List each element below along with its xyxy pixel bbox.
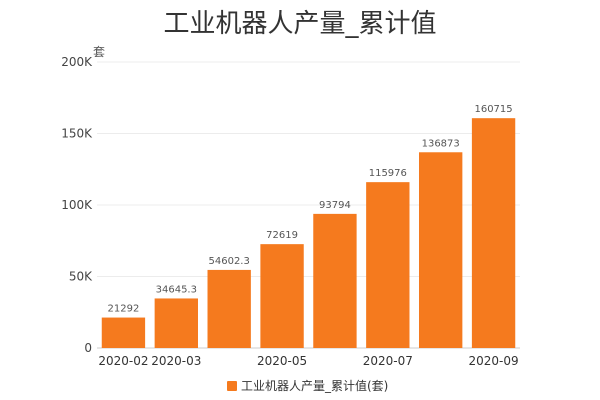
y-tick-label: 100K xyxy=(61,198,93,212)
bars xyxy=(101,118,516,348)
bar[interactable] xyxy=(419,152,463,348)
bar[interactable] xyxy=(366,182,410,348)
data-label: 93794 xyxy=(319,200,351,211)
bar[interactable] xyxy=(471,118,516,348)
x-tick-label: 2020-05 xyxy=(257,354,307,368)
y-tick-label: 0 xyxy=(84,341,92,355)
x-tick-label: 2020-02 xyxy=(98,354,148,368)
x-tick-label: 2020-07 xyxy=(363,354,413,368)
data-label: 34645.3 xyxy=(156,284,197,295)
legend-swatch[interactable] xyxy=(227,381,237,391)
data-label: 54602.3 xyxy=(209,256,250,267)
x-tick-label: 2020-03 xyxy=(151,354,201,368)
bar[interactable] xyxy=(101,317,146,348)
y-tick-label: 50K xyxy=(69,270,93,284)
data-label: 136873 xyxy=(422,138,460,149)
bar[interactable] xyxy=(260,244,304,348)
bar[interactable] xyxy=(207,269,251,348)
y-tick-label: 200K xyxy=(61,55,93,69)
legend-label[interactable]: 工业机器人产量_累计值(套) xyxy=(241,378,388,393)
legend[interactable]: 工业机器人产量_累计值(套) xyxy=(227,378,388,393)
y-axis: 0 50K 100K 150K 200K xyxy=(61,55,93,355)
data-label: 21292 xyxy=(108,304,140,315)
chart-title: 工业机器人产量_累计值 xyxy=(163,9,436,39)
data-label: 115976 xyxy=(369,168,407,179)
y-tick-label: 150K xyxy=(61,127,93,141)
data-label: 160715 xyxy=(474,104,512,115)
bar[interactable] xyxy=(154,298,198,348)
bar[interactable] xyxy=(313,213,357,348)
data-label: 72619 xyxy=(266,230,298,241)
data-labels: 21292 34645.3 54602.3 72619 93794 115976 13687… xyxy=(108,104,513,314)
x-axis: 2020-02 2020-03 2020-05 2020-07 2020-09 xyxy=(98,354,518,368)
y-unit-label: 套 xyxy=(93,45,105,59)
x-tick-label: 2020-09 xyxy=(468,354,518,368)
